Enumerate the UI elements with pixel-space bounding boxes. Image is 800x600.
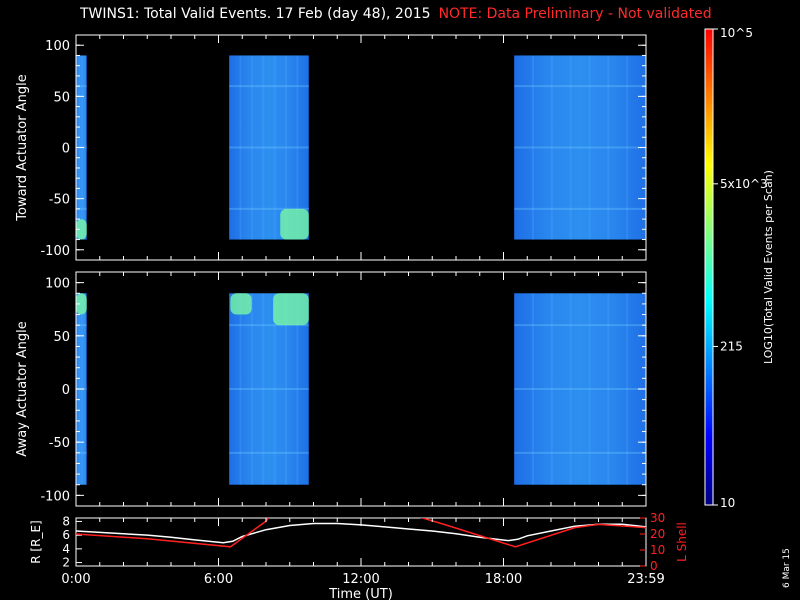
left-y-tick-label: 8 bbox=[62, 514, 70, 528]
y-tick-label: -100 bbox=[40, 489, 70, 504]
right-y-label: L Shell bbox=[675, 522, 689, 562]
heatmap-hotspot bbox=[76, 293, 87, 315]
y-axis-label: Toward Actuator Angle bbox=[15, 74, 30, 221]
y-tick-label: -100 bbox=[40, 244, 70, 259]
heatmap-hotspot bbox=[230, 293, 252, 315]
right-y-tick-label: 10 bbox=[650, 543, 665, 557]
chart-title: TWINS1: Total Valid Events. 17 Feb (day … bbox=[80, 6, 712, 22]
heatmap-hotspot bbox=[273, 293, 309, 326]
left-y-tick-label: 2 bbox=[62, 556, 70, 570]
colorbar-tick-label: 10^5 bbox=[720, 26, 753, 40]
x-tick-label: 6:00 bbox=[204, 572, 233, 587]
left-y-tick-label: 6 bbox=[62, 528, 70, 542]
x-tick-label: 23:59 bbox=[627, 572, 664, 587]
series-line-lshell bbox=[76, 518, 646, 548]
side-stamp: 6 Mar 15 bbox=[782, 548, 792, 588]
heatmap-block bbox=[514, 293, 646, 485]
y-tick-label: 0 bbox=[62, 142, 70, 157]
right-y-tick-label: 30 bbox=[650, 511, 665, 525]
y-tick-label: 0 bbox=[62, 383, 70, 398]
x-tick-label: 12:00 bbox=[342, 572, 379, 587]
y-tick-label: 100 bbox=[45, 39, 70, 54]
y-tick-label: 100 bbox=[45, 277, 70, 292]
title-main: TWINS1: Total Valid Events. 17 Feb (day … bbox=[80, 6, 431, 22]
x-axis-label: Time (UT) bbox=[328, 587, 393, 600]
y-tick-label: -50 bbox=[49, 193, 70, 208]
heatmap-hotspot bbox=[76, 219, 87, 240]
left-y-label: R [R_E] bbox=[29, 520, 43, 563]
right-y-tick-label: 20 bbox=[650, 527, 665, 541]
x-tick-label: 0:00 bbox=[61, 572, 90, 587]
y-tick-label: -50 bbox=[49, 436, 70, 451]
colorbar-tick-label: 215 bbox=[720, 339, 743, 353]
colorbar-label: LOG10(Total Valid Events per Scan) bbox=[762, 170, 775, 364]
heatmap-hotspot bbox=[280, 208, 309, 240]
colorbar bbox=[704, 28, 714, 506]
colorbar-tick-label: 10 bbox=[720, 496, 735, 510]
y-axis-label: Away Actuator Angle bbox=[15, 321, 30, 456]
heatmap-block bbox=[514, 55, 646, 240]
left-y-tick-label: 4 bbox=[62, 542, 70, 556]
y-tick-label: 50 bbox=[53, 90, 70, 105]
title-note: NOTE: Data Preliminary - Not validated bbox=[438, 6, 712, 22]
y-tick-label: 50 bbox=[53, 330, 70, 345]
right-y-tick-label: 0 bbox=[650, 559, 658, 573]
colorbar-tick-label: 5x10^3 bbox=[720, 177, 768, 191]
x-tick-label: 18:00 bbox=[485, 572, 522, 587]
